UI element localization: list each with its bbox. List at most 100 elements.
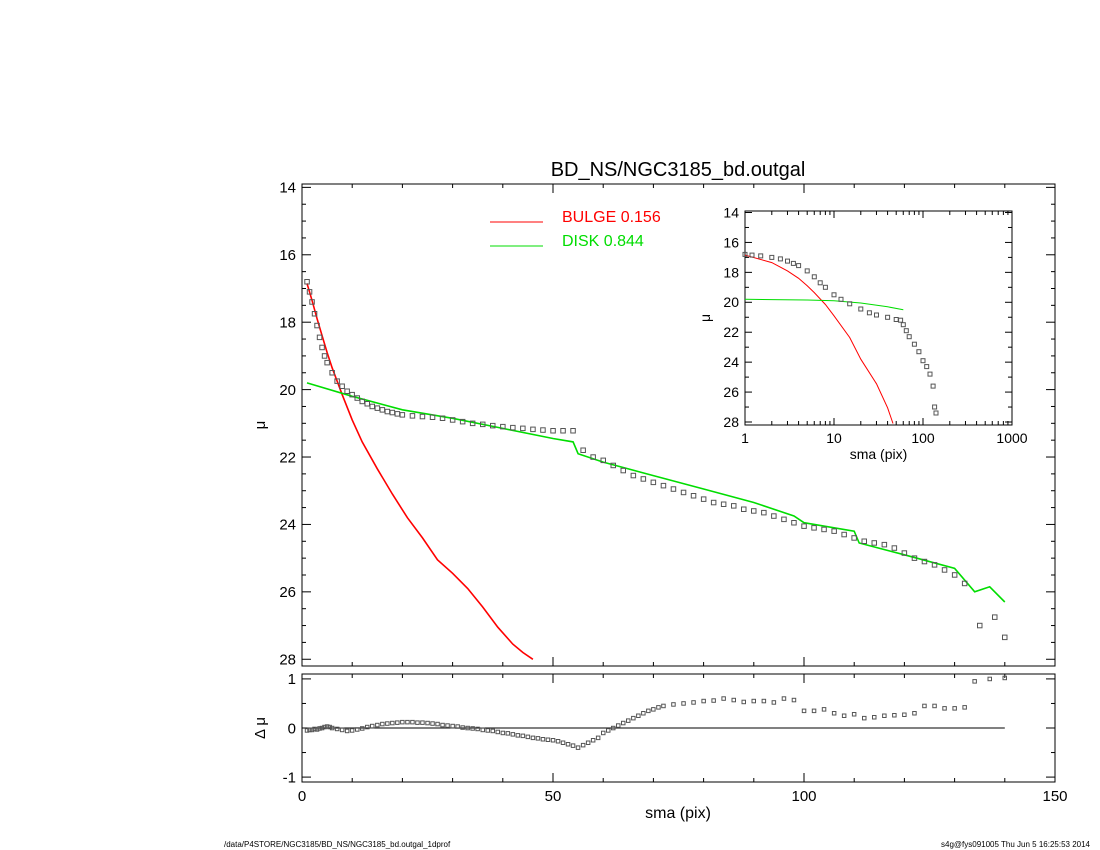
residual-data-point [590,738,596,743]
main-data-point [791,520,797,526]
inset-xtick-label: 10 [826,430,842,446]
residual-data-point [987,676,992,682]
main-data-point [680,489,687,496]
main-data-point [419,413,426,420]
main-data-point [530,426,536,433]
residual-data-point [922,703,927,709]
main-ytick-label: 14 [279,180,296,197]
residual-data-point [631,715,636,721]
main-data-point [500,423,506,430]
inset-data-point [885,314,891,320]
main-data-point [961,580,968,587]
residual-data-point [329,725,335,731]
main-data-point [309,299,315,305]
main-data-point [459,418,466,425]
main-data-point [334,378,340,384]
residual-ytick-label: 1 [288,671,296,688]
residual-data-point [314,727,320,732]
residual-data-point [304,728,310,733]
residual-data-point [611,725,616,731]
inset-data-point [769,254,775,260]
main-ytick-label: 16 [279,247,296,264]
residual-data-point [405,719,410,725]
x-axis-label: sma (pix) [645,805,711,822]
main-data-point [369,403,375,410]
main-data-point [741,506,747,512]
residual-data-point [550,738,556,743]
residual-data-point [912,711,917,716]
residual-data-point [327,724,332,730]
residual-data-point [380,721,385,727]
residual-data-point [862,715,867,721]
residual-data-point [821,707,827,712]
main-data-point [600,457,606,464]
inset-data-point [804,268,810,274]
residual-data-point [420,720,425,725]
residual-data-point [731,697,736,703]
main-data-point [364,401,370,407]
inset-data-point [785,258,790,264]
main-data-point [781,516,787,523]
main-ytick-label: 20 [279,382,296,399]
residual-data-point [942,706,947,711]
residual-data-point [545,737,551,742]
main-data-point [700,496,707,502]
main-data-point [389,409,396,416]
residual-xtick-label: 50 [545,788,562,805]
inset-data-point [847,301,853,307]
inset-data-point [866,310,872,316]
main-ytick-label: 22 [279,449,296,466]
main-data-point [379,407,386,413]
residual-data-point [701,698,706,704]
main-ytick-label: 26 [279,584,296,601]
main-data-point [469,420,476,427]
main-data-point [871,540,877,546]
main-data-point [570,428,576,434]
residual-data-point [334,726,340,732]
residual-data-point [841,713,847,718]
residual-data-point [651,707,656,712]
inset-y-axis-label: μ [697,314,713,322]
residual-data-point [952,706,957,711]
footer-file-path: /data/P4STORE/NGC3185/BD_NS/NGC3185_bd.o… [224,840,451,849]
residual-data-point [580,742,586,748]
residual-data-point [872,715,877,720]
main-data-point [304,279,310,285]
inset-data-point [911,341,917,347]
main-data-point [821,526,827,533]
main-data-point [520,425,526,432]
main-data-point [610,462,616,469]
main-data-point [620,467,626,474]
main-data-point [690,493,697,499]
inset-data-point [858,306,864,312]
residual-data-point [445,723,450,728]
residual-data-point [480,727,485,733]
residual-data-point [349,728,355,733]
main-data-point [650,479,657,486]
main-data-point [429,414,436,420]
residual-data-point [646,708,651,714]
residual-data-point [312,726,317,732]
main-data-point [941,567,948,573]
main-data-point [560,428,566,434]
main-data-point [751,508,757,514]
main-data-point [731,503,737,509]
main-data-point [329,370,335,376]
main-data-point [510,424,516,431]
inset-data-point [920,358,926,364]
residual-data-point [575,745,581,750]
residual-data-point [425,720,430,726]
residual-data-point [606,728,611,733]
residual-data-point [851,712,857,717]
residual-data-point [475,726,480,732]
main-ytick-label: 18 [279,314,296,331]
main-ytick-label: 24 [279,517,296,534]
residual-data-point [485,728,490,733]
residual-data-point [1002,675,1007,681]
residual-data-point [525,734,531,740]
inset-x-axis-label: sma (pix) [850,446,908,462]
residual-data-point [515,733,521,738]
main-data-point [384,408,391,415]
residual-data-point [636,713,641,718]
residual-data-point [565,742,571,747]
